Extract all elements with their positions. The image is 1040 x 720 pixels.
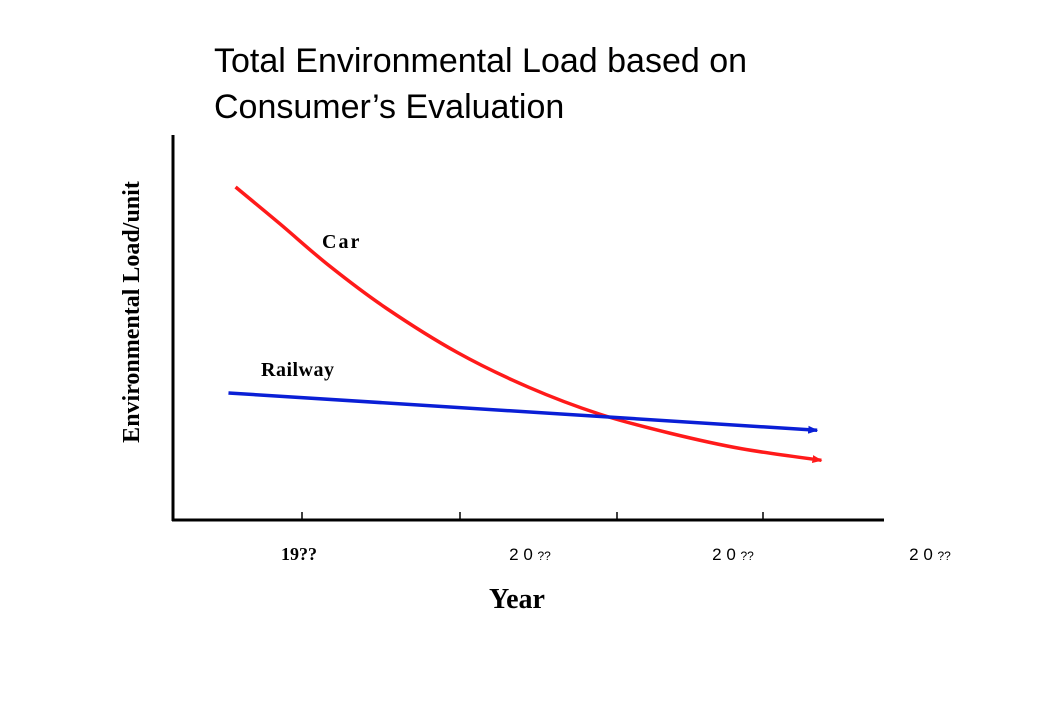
x-tick-label: 2 0 ??	[509, 545, 551, 564]
series-layer	[228, 185, 823, 463]
y-axis-label: Environmental Load/unit	[119, 181, 145, 443]
series-line-car	[234, 185, 823, 463]
series-line-railway	[228, 391, 819, 434]
x-tick-labels: 19?? 2 0 ?? 2 0 ?? 2 0 ??	[281, 544, 951, 564]
x-ticks	[301, 512, 764, 520]
chart-title-line-1: Total Environmental Load based on	[214, 42, 748, 80]
x-tick-label: 2 0 ??	[712, 545, 754, 564]
x-tick-label: 2 0 ??	[909, 545, 951, 564]
chart-title: Total Environmental Load based on Consum…	[214, 38, 974, 130]
series-labels: Car Railway	[261, 231, 361, 381]
x-tick-label: 19??	[281, 544, 317, 564]
series-label-car: Car	[322, 231, 361, 253]
chart-title-line-2: Consumer’s Evaluation	[214, 88, 565, 126]
x-axis-label: Year	[489, 584, 545, 615]
series-label-railway: Railway	[261, 359, 335, 381]
